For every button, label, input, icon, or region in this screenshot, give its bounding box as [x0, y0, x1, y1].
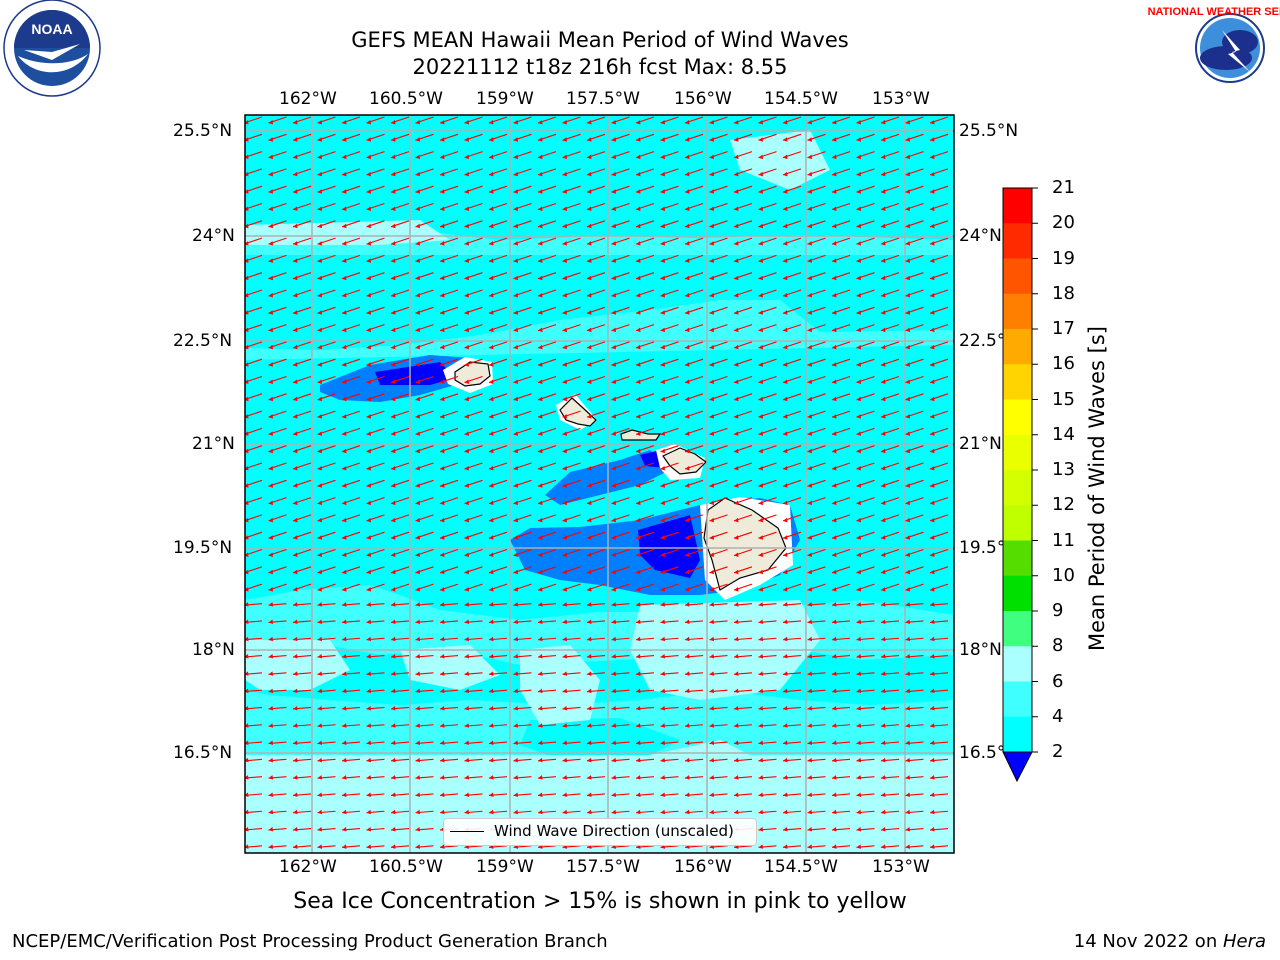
colorbar-tick-label: 17 — [1052, 318, 1075, 339]
lat-label-left: 18°N — [192, 640, 235, 660]
chart-subtitle: 20221112 t18z 216h fcst Max: 8.55 — [412, 55, 788, 79]
noaa-logo-text: NOAA — [31, 21, 72, 37]
colorbar-tick-label: 20 — [1052, 212, 1075, 234]
footer-host: Hera — [1222, 931, 1266, 952]
lon-label-bottom: 157.5°W — [566, 857, 640, 877]
colorbar-tick-label: 6 — [1052, 670, 1064, 692]
colorbar-tick-label: 13 — [1052, 459, 1075, 480]
colorbar-tick-label: 15 — [1052, 388, 1075, 410]
lat-label-right: 19.5°N — [959, 538, 1019, 558]
lat-label-left: 16.5°N — [173, 743, 233, 763]
lon-label-bottom: 156°W — [674, 857, 732, 877]
sea-ice-caption: Sea Ice Concentration > 15% is shown in … — [293, 889, 907, 914]
colorbar-tick-label: 12 — [1052, 494, 1075, 516]
colorbar-tick-label: 4 — [1052, 705, 1064, 727]
colorbar-tick-label: 19 — [1052, 247, 1075, 269]
lon-label-bottom: 162°W — [279, 857, 337, 877]
legend-label: Wind Wave Direction (unscaled) — [494, 822, 734, 840]
colorbar-tick-label: 21 — [1052, 177, 1075, 198]
lat-label-right: 24°N — [959, 226, 1002, 246]
lon-label-bottom: 154.5°W — [764, 857, 838, 877]
lat-label-left: 22.5°N — [173, 331, 233, 351]
colorbar-tick-label: 14 — [1052, 423, 1075, 445]
lon-label-top: 153°W — [872, 89, 930, 109]
colorbar-title: Mean Period of Wind Waves [s] — [1085, 326, 1109, 651]
chart-title: GEFS MEAN Hawaii Mean Period of Wind Wav… — [351, 28, 849, 52]
lat-label-left: 21°N — [192, 434, 235, 454]
lon-label-top: 162°W — [279, 89, 337, 109]
footer-date: 14 Nov 2022 on Hera — [1074, 931, 1266, 952]
lat-label-left: 24°N — [192, 226, 235, 246]
lon-label-bottom: 153°W — [872, 857, 930, 877]
footer-credit: NCEP/EMC/Verification Post Processing Pr… — [12, 931, 608, 952]
colorbar-tick-label: 18 — [1052, 282, 1075, 304]
lon-label-top: 156°W — [674, 89, 732, 109]
lat-label-right: 16.5°N — [959, 743, 1019, 763]
lon-label-top: 160.5°W — [369, 89, 443, 109]
nws-logo: NATIONAL WEATHER SERVICE — [1148, 0, 1280, 96]
lat-label-right: 21°N — [959, 434, 1002, 454]
footer-date-text: 14 Nov 2022 on — [1073, 931, 1223, 952]
colorbar-tick-label: 10 — [1052, 564, 1075, 586]
lat-label-left: 25.5°N — [173, 121, 233, 141]
map-legend: Wind Wave Direction (unscaled) — [443, 818, 757, 846]
colorbar-tick-label: 16 — [1052, 353, 1075, 375]
lat-label-right: 18°N — [959, 640, 1002, 660]
lon-label-bottom: 159°W — [476, 857, 534, 877]
nws-logo-text: NATIONAL WEATHER SERVICE — [1148, 6, 1280, 18]
lon-label-bottom: 160.5°W — [369, 857, 443, 877]
colorbar-tick-label: 2 — [1052, 741, 1064, 762]
colorbar-tick-label: 8 — [1052, 635, 1064, 657]
lat-label-left: 19.5°N — [173, 538, 233, 558]
colorbar-tick-label: 11 — [1052, 529, 1075, 551]
legend-line-swatch — [450, 831, 484, 832]
lat-label-right: 25.5°N — [959, 121, 1019, 141]
lat-label-right: 22.5°N — [959, 331, 1019, 351]
noaa-logo: NOAA — [3, 0, 101, 97]
lon-label-top: 159°W — [476, 89, 534, 109]
colorbar-tick-label: 9 — [1052, 600, 1064, 621]
lon-label-top: 154.5°W — [764, 89, 838, 109]
lon-label-top: 157.5°W — [566, 89, 640, 109]
